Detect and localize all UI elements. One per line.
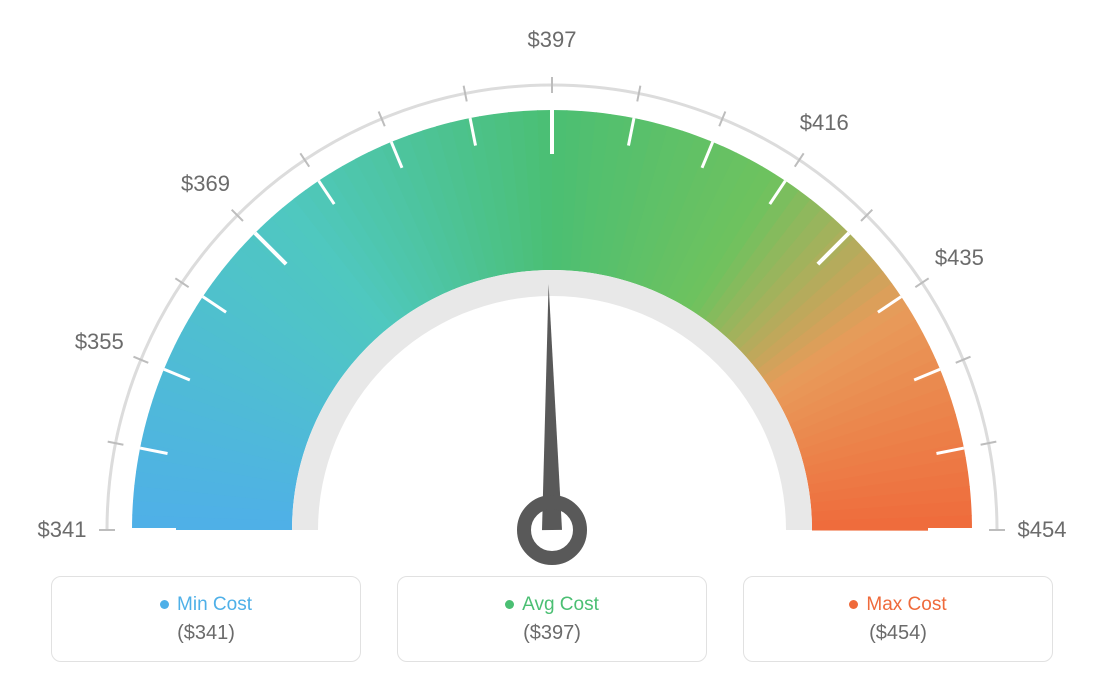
legend-avg-label: Avg Cost	[522, 594, 599, 616]
cost-gauge: $341 $355 $369 $397 $416 $435 $454	[0, 10, 1104, 570]
dot-min	[160, 600, 169, 609]
legend-max-value: ($454)	[869, 622, 927, 645]
legend-row: Min Cost ($341) Avg Cost ($397) Max Cost…	[0, 576, 1104, 662]
legend-max-label: Max Cost	[866, 594, 946, 616]
legend-card-min: Min Cost ($341)	[51, 576, 361, 662]
legend-card-max: Max Cost ($454)	[743, 576, 1053, 662]
gauge-needle	[542, 284, 562, 530]
legend-min-label: Min Cost	[177, 594, 252, 616]
gauge-tick-label: $341	[38, 517, 87, 543]
gauge-tick-label: $397	[528, 27, 577, 53]
outer-tick	[915, 278, 928, 287]
legend-card-avg: Avg Cost ($397)	[397, 576, 707, 662]
legend-avg-value: ($397)	[523, 622, 581, 645]
gauge-tick-label: $454	[1018, 517, 1067, 543]
outer-tick	[300, 153, 309, 166]
dot-max	[849, 600, 858, 609]
gauge-tick-label: $369	[181, 171, 230, 197]
legend-min-value: ($341)	[177, 622, 235, 645]
gauge-tick-label: $435	[935, 245, 984, 271]
outer-tick	[175, 278, 188, 287]
dot-avg	[505, 600, 514, 609]
gauge-svg	[0, 10, 1104, 570]
gauge-tick-label: $416	[800, 110, 849, 136]
outer-tick	[795, 153, 804, 166]
gauge-tick-label: $355	[75, 329, 124, 355]
